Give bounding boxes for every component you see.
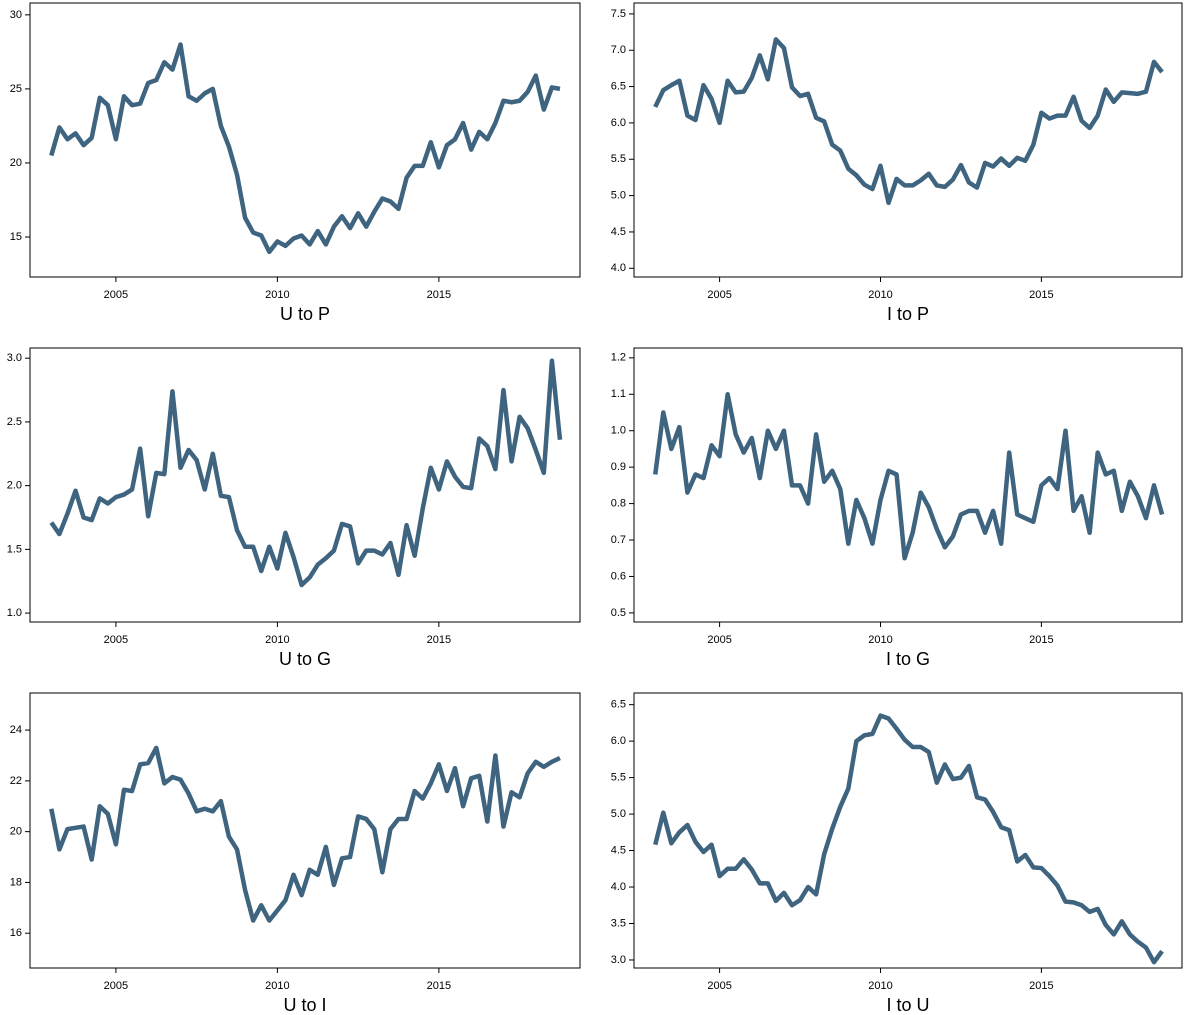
y-tick-label: 4.0 xyxy=(611,881,626,893)
y-tick-label: 16 xyxy=(10,927,22,939)
y-tick-label: 3.0 xyxy=(7,352,22,364)
x-tick-label: 2010 xyxy=(868,289,892,301)
y-tick-label: 22 xyxy=(10,775,22,787)
y-tick-label: 4.0 xyxy=(611,262,626,274)
plot-frame xyxy=(633,692,1183,969)
y-tick-label: 0.8 xyxy=(611,497,626,509)
y-tick-label: 0.5 xyxy=(611,607,626,619)
data-line xyxy=(49,358,563,588)
y-tick-label: 7.5 xyxy=(611,8,626,20)
y-tick-label: 20 xyxy=(10,826,22,838)
x-axis-label: U to P xyxy=(280,304,330,324)
x-tick-label: 2010 xyxy=(868,980,892,992)
x-tick-label: 2005 xyxy=(104,289,128,301)
x-tick-label: 2015 xyxy=(427,634,451,646)
data-line xyxy=(653,392,1165,561)
y-tick-label: 5.5 xyxy=(611,153,626,165)
y-tick-label: 30 xyxy=(10,9,22,21)
y-tick-label: 15 xyxy=(10,231,22,243)
y-tick-label: 1.0 xyxy=(611,425,626,437)
y-tick-label: 0.6 xyxy=(611,570,626,582)
y-tick-label: 1.5 xyxy=(7,543,22,555)
y-tick-label: 6.0 xyxy=(611,117,626,129)
y-tick-label: 25 xyxy=(10,83,22,95)
x-tick-label: 2005 xyxy=(104,980,128,992)
x-axis-label: U to G xyxy=(279,649,331,669)
x-tick-label: 2005 xyxy=(104,634,128,646)
x-tick-label: 2015 xyxy=(1029,289,1053,301)
x-axis-label: U to I xyxy=(283,995,326,1015)
y-tick-label: 18 xyxy=(10,876,22,888)
y-tick-label: 4.5 xyxy=(611,844,626,856)
plot-frame xyxy=(29,692,581,969)
x-tick-label: 2015 xyxy=(427,289,451,301)
plot-frame xyxy=(29,347,581,623)
data-line xyxy=(49,745,561,923)
y-tick-label: 3.5 xyxy=(611,917,626,929)
y-tick-label: 1.0 xyxy=(7,607,22,619)
y-tick-label: 5.0 xyxy=(611,190,626,202)
y-tick-label: 2.0 xyxy=(7,480,22,492)
plot-frame xyxy=(633,347,1183,623)
y-tick-label: 0.9 xyxy=(611,461,626,473)
x-axis-label: I to U xyxy=(886,995,929,1015)
x-tick-label: 2005 xyxy=(707,980,731,992)
x-tick-label: 2015 xyxy=(427,980,451,992)
y-tick-label: 5.5 xyxy=(611,772,626,784)
y-tick-label: 6.5 xyxy=(611,699,626,711)
data-line xyxy=(653,37,1164,206)
x-tick-label: 2015 xyxy=(1029,634,1053,646)
y-tick-label: 24 xyxy=(10,724,22,736)
plot-frame xyxy=(29,2,581,278)
y-tick-label: 0.7 xyxy=(611,534,626,546)
y-tick-label: 1.1 xyxy=(611,388,626,400)
y-tick-label: 1.2 xyxy=(611,352,626,364)
y-tick-label: 6.0 xyxy=(611,735,626,747)
y-tick-label: 6.5 xyxy=(611,80,626,92)
data-line xyxy=(49,42,561,255)
y-tick-label: 7.0 xyxy=(611,44,626,56)
y-tick-label: 2.5 xyxy=(7,416,22,428)
x-axis-label: I to P xyxy=(887,304,929,324)
x-tick-label: 2010 xyxy=(868,634,892,646)
x-axis-label: I to G xyxy=(886,649,930,669)
x-tick-label: 2010 xyxy=(265,634,289,646)
y-tick-label: 20 xyxy=(10,157,22,169)
x-tick-label: 2010 xyxy=(265,980,289,992)
x-tick-label: 2010 xyxy=(265,289,289,301)
y-tick-label: 3.0 xyxy=(611,954,626,966)
x-tick-label: 2015 xyxy=(1029,980,1053,992)
y-tick-label: 4.5 xyxy=(611,226,626,238)
x-tick-label: 2005 xyxy=(707,634,731,646)
plot-frame xyxy=(633,2,1183,278)
data-line xyxy=(653,713,1164,965)
x-tick-label: 2005 xyxy=(707,289,731,301)
y-tick-label: 5.0 xyxy=(611,808,626,820)
